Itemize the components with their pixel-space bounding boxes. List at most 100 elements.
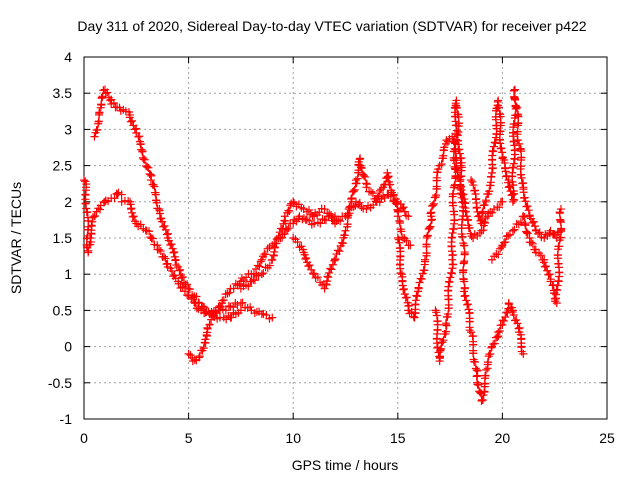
data-point [333, 246, 342, 255]
data-point [324, 273, 333, 282]
data-point [510, 85, 519, 94]
data-point [541, 262, 550, 271]
data-point [219, 296, 228, 305]
data-point [439, 336, 448, 345]
data-point [198, 302, 207, 311]
data-point [513, 319, 522, 328]
data-point [503, 308, 512, 317]
data-point [268, 255, 277, 264]
data-point [341, 226, 350, 235]
data-point [360, 171, 369, 180]
data-point [289, 197, 298, 206]
data-point [271, 243, 280, 252]
data-point [348, 187, 357, 196]
data-point [134, 132, 143, 141]
data-point [271, 239, 280, 248]
data-point [519, 212, 528, 221]
data-point [88, 217, 97, 226]
data-point [399, 285, 408, 294]
y-tick-label: 1.5 [53, 230, 73, 246]
data-point [259, 269, 268, 278]
data-point [254, 271, 263, 280]
data-point [225, 288, 234, 297]
data-point [497, 243, 506, 252]
data-point [512, 102, 521, 111]
x-tick-label: 0 [80, 430, 88, 446]
data-point [96, 205, 105, 214]
data-point [221, 306, 230, 315]
data-point [512, 315, 521, 324]
data-point [436, 344, 445, 353]
data-point [183, 291, 192, 300]
data-point [511, 95, 520, 104]
x-tick-label: 5 [185, 430, 193, 446]
data-point [237, 274, 246, 283]
data-point [192, 292, 201, 301]
data-point [410, 313, 419, 322]
series-arc-10 [487, 205, 566, 308]
data-point [272, 235, 281, 244]
data-point [362, 183, 371, 192]
data-point [455, 145, 464, 154]
data-point [199, 344, 208, 353]
data-point [440, 143, 449, 152]
data-point [86, 234, 95, 242]
data-point [227, 313, 236, 322]
data-point [510, 225, 519, 234]
series-arc-7 [393, 132, 507, 322]
data-point [473, 380, 482, 389]
data-point [144, 163, 153, 172]
data-point [556, 205, 565, 214]
data-point [157, 214, 166, 223]
data-point [437, 160, 446, 169]
data-point [487, 343, 496, 352]
data-point [323, 272, 332, 281]
data-point [308, 269, 317, 278]
y-tick-label: -0.5 [48, 375, 72, 391]
y-tick-label: 4 [64, 49, 72, 65]
data-point [520, 193, 529, 202]
data-point [467, 328, 476, 337]
data-point [335, 247, 344, 256]
data-point [386, 180, 395, 189]
data-point [522, 228, 531, 237]
data-point [523, 229, 532, 238]
data-point [205, 320, 214, 329]
data-point [426, 209, 435, 218]
data-point [404, 212, 413, 221]
data-point [238, 298, 247, 307]
data-point [524, 206, 533, 215]
data-point [470, 358, 479, 367]
data-point [464, 300, 473, 309]
data-point [504, 183, 513, 192]
data-point [489, 147, 498, 156]
data-point [146, 176, 155, 185]
data-point [185, 285, 194, 294]
y-tick-label: 2 [64, 194, 72, 210]
data-point [86, 237, 95, 246]
data-point [255, 262, 264, 271]
data-point [519, 349, 528, 358]
data-point [129, 212, 138, 221]
data-point [449, 260, 457, 269]
data-point [396, 269, 405, 278]
data-point [404, 301, 413, 310]
data-point [135, 132, 144, 141]
data-point [188, 357, 197, 366]
data-point [389, 191, 398, 200]
x-tick-labels: 0 5 10 15 20 25 [80, 430, 615, 446]
series-arc-2 [90, 85, 245, 324]
data-point [257, 270, 266, 279]
data-point [318, 215, 327, 224]
data-point [191, 299, 200, 308]
data-point [495, 203, 504, 212]
data-point [172, 261, 181, 270]
data-point [361, 172, 370, 181]
data-point [145, 169, 154, 178]
data-point [498, 197, 507, 206]
data-point [402, 236, 411, 245]
data-point [192, 304, 201, 313]
data-point [441, 319, 450, 328]
data-point [485, 187, 494, 196]
data-point [305, 205, 314, 214]
